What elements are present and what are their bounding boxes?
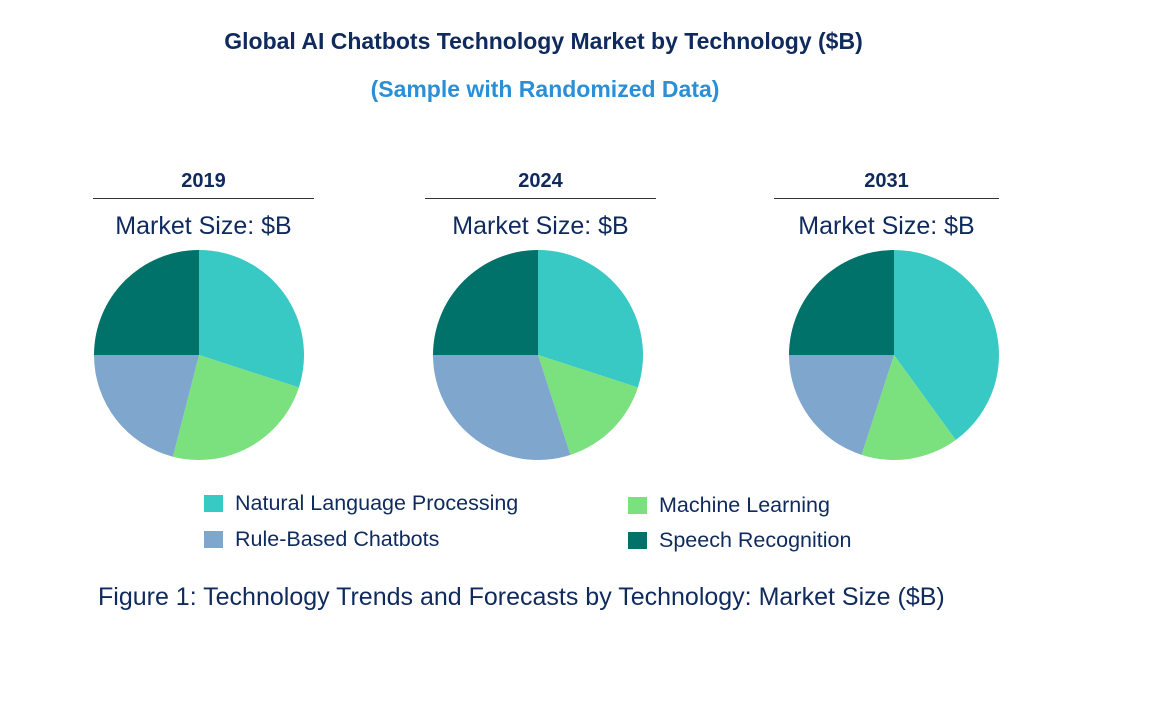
pie-slice-2031-machine-learning — [861, 355, 956, 461]
pie-slice-2024-natural-language-processing — [538, 250, 644, 388]
legend-swatch — [628, 532, 647, 549]
legend-item-ml: Machine Learning — [628, 493, 830, 518]
pie-slice-2031-natural-language-processing — [894, 250, 1000, 440]
pie-slice-2031-rule-based-chatbots — [789, 355, 894, 455]
panel-rule — [425, 198, 656, 199]
legend-label: Rule-Based Chatbots — [235, 527, 440, 551]
pie-chart-2024 — [433, 250, 644, 461]
pie-slice-2024-rule-based-chatbots — [433, 355, 571, 461]
legend-swatch — [204, 531, 223, 548]
legend-label: Speech Recognition — [659, 528, 852, 552]
market-size-label: Market Size: $B — [115, 212, 292, 240]
legend-item-nlp: Natural Language Processing — [204, 491, 518, 516]
panel-rule — [774, 198, 999, 199]
panel-rule — [93, 198, 314, 199]
panel-year: 2019 — [181, 170, 226, 192]
chart-subtitle: (Sample with Randomized Data) — [370, 76, 720, 102]
figure-caption: Figure 1: Technology Trends and Forecast… — [98, 583, 945, 611]
legend-item-speech: Speech Recognition — [628, 528, 851, 553]
panel-year: 2031 — [864, 170, 909, 192]
pie-chart-2031 — [789, 250, 1000, 461]
pie-slice-2024-speech-recognition — [433, 250, 538, 355]
legend-swatch — [628, 497, 647, 514]
legend-label: Natural Language Processing — [235, 491, 519, 515]
pie-slice-2031-speech-recognition — [789, 250, 894, 355]
pie-chart-2019 — [94, 250, 305, 460]
panel-year: 2024 — [518, 170, 563, 192]
pie-slice-2019-machine-learning — [172, 355, 299, 460]
market-size-label: Market Size: $B — [798, 212, 975, 240]
pie-slice-2019-natural-language-processing — [199, 250, 305, 388]
pie-slice-2024-machine-learning — [538, 355, 638, 455]
pie-slice-2019-speech-recognition — [94, 250, 199, 355]
pie-slice-2019-rule-based-chatbots — [94, 355, 199, 457]
legend-swatch — [204, 495, 223, 512]
chart-title: Global AI Chatbots Technology Market by … — [224, 28, 863, 54]
legend-item-rule-based: Rule-Based Chatbots — [204, 527, 439, 552]
legend-label: Machine Learning — [659, 493, 830, 517]
market-size-label: Market Size: $B — [452, 212, 629, 240]
